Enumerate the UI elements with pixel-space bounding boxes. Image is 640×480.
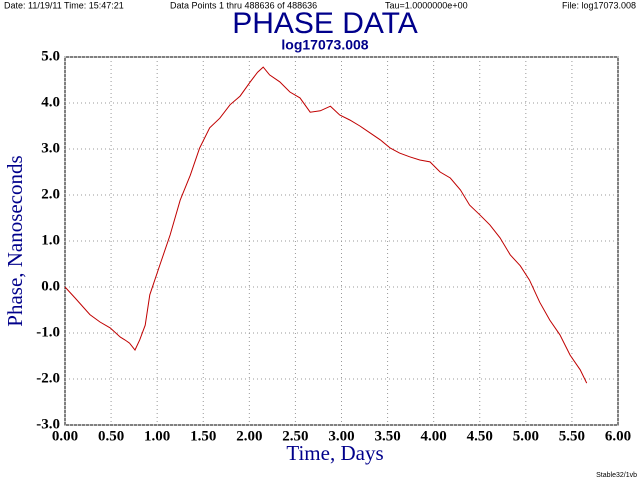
x-tick-label: 2.50 xyxy=(282,428,308,444)
chart-subtitle: log17073.008 xyxy=(281,37,368,53)
y-tick-label: -3.0 xyxy=(36,416,60,432)
y-tick-label: 2.0 xyxy=(41,186,60,202)
x-tick-label: 2.00 xyxy=(236,428,262,444)
x-tick-label: 0.50 xyxy=(98,428,124,444)
x-axis-label: Time, Days xyxy=(286,441,383,465)
x-tick-label: 0.00 xyxy=(52,428,78,444)
footer: Stable32/1vb xyxy=(596,472,637,479)
y-tick-label: -1.0 xyxy=(36,324,60,340)
y-tick-label: 1.0 xyxy=(41,232,60,248)
header-date: Date: 11/19/11 Time: 15:47:21 xyxy=(4,0,124,10)
chart-title: PHASE DATA xyxy=(232,7,418,40)
y-axis-label: Phase, Nanoseconds xyxy=(3,155,27,326)
x-tick-label: 3.00 xyxy=(328,428,354,444)
x-tick-label: 1.00 xyxy=(144,428,170,444)
data-line xyxy=(64,66,588,384)
header-file: File: log17073.008 xyxy=(562,0,636,10)
x-tick-label: 6.00 xyxy=(605,428,631,444)
y-tick-label: 3.0 xyxy=(41,140,60,156)
x-tick-label: 4.50 xyxy=(467,428,493,444)
x-tick-label: 5.50 xyxy=(559,428,585,444)
header-tau: Tau=1.0000000e+00 xyxy=(385,0,468,10)
y-tick-label: 4.0 xyxy=(41,94,60,110)
x-tick-label: 1.50 xyxy=(190,428,216,444)
y-tick-label: 0.0 xyxy=(41,278,60,294)
y-tick-label: 5.0 xyxy=(41,48,60,64)
header-points: Data Points 1 thru 488636 of 488636 xyxy=(170,0,317,10)
x-tick-label: 5.00 xyxy=(513,428,539,444)
x-tick-label: 3.50 xyxy=(374,428,400,444)
x-tick-label: 4.00 xyxy=(421,428,447,444)
y-tick-label: -2.0 xyxy=(36,370,60,386)
